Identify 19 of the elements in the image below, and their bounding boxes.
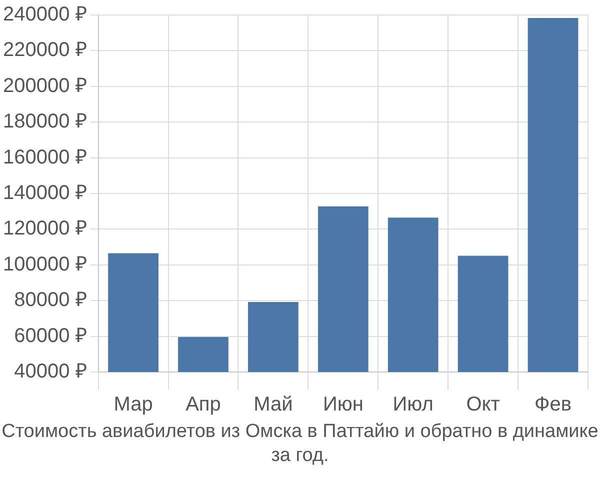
x-tick-label: Июн <box>322 394 364 416</box>
y-tick-label: 220000 ₽ <box>3 39 88 62</box>
text: Стоимость авиабилетов из Омска в Паттайю и обратно в динамике за год. <box>0 420 600 468</box>
y-tick-label: 200000 ₽ <box>3 74 88 97</box>
y-tick-label: 120000 ₽ <box>3 218 88 240</box>
y-tick-label: 80000 ₽ <box>14 289 88 312</box>
x-tick-label: Мар <box>114 394 153 416</box>
x-tick-label: Июл <box>392 394 434 416</box>
y-tick-label: 140000 ₽ <box>3 182 88 204</box>
x-tick-label: Окт <box>466 394 500 416</box>
x-tick-label: Фев <box>534 394 572 416</box>
x-tick-label: Май <box>254 394 293 416</box>
y-tick-label: 160000 ₽ <box>3 146 88 168</box>
x-tick-label: Апр <box>186 394 221 416</box>
y-tick-label: 100000 ₽ <box>3 253 88 276</box>
y-tick-label: 40000 ₽ <box>14 360 88 383</box>
y-tick-label: 60000 ₽ <box>14 324 88 347</box>
y-tick-label: 240000 ₽ <box>3 4 88 26</box>
y-tick-label: 180000 ₽ <box>3 110 88 133</box>
